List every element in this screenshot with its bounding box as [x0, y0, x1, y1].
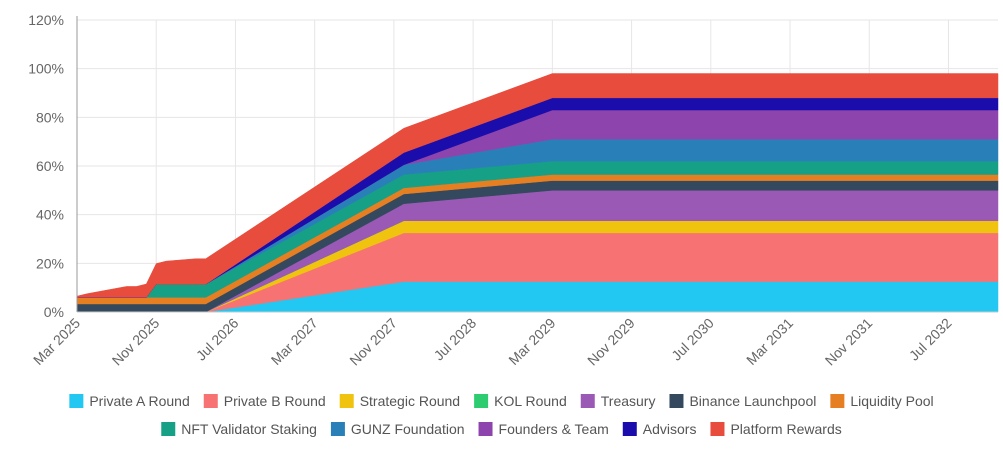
y-tick-label: 100%: [28, 61, 64, 77]
legend-swatch: [330, 422, 345, 436]
legend-swatch: [478, 422, 493, 436]
legend-swatch: [161, 422, 176, 436]
legend-swatch: [669, 394, 684, 408]
legend-swatch: [474, 394, 489, 408]
legend-label: Liquidity Pool: [850, 393, 933, 409]
y-tick-label: 120%: [28, 12, 64, 28]
x-tick-label: Nov 2027: [346, 315, 400, 369]
legend-item-treasury[interactable]: Treasury: [580, 393, 656, 409]
x-tick-label: Mar 2031: [743, 315, 796, 368]
x-tick-label: Nov 2031: [822, 315, 876, 369]
x-axis-tick-labels: Mar 2025 Nov 2025 Jul 2026 Mar 2027 Nov 2027…: [30, 315, 955, 369]
x-tick-label: Mar 2027: [268, 315, 321, 368]
y-tick-label: 20%: [36, 255, 64, 271]
legend-item-kol-round[interactable]: KOL Round: [474, 393, 567, 409]
legend-item-strategic-round[interactable]: Strategic Round: [339, 393, 460, 409]
legend-item-platform-rewards[interactable]: Platform Rewards: [710, 421, 842, 437]
y-axis-tick-labels: 0% 20% 40% 60% 80% 100% 120%: [28, 12, 64, 320]
x-tick-label: Jul 2028: [431, 315, 480, 364]
legend-label: Private A Round: [89, 393, 189, 409]
legend-item-nft-validator-staking[interactable]: NFT Validator Staking: [161, 421, 317, 437]
x-tick-label: Nov 2025: [109, 315, 163, 369]
legend: Private A Round Private B Round Strategic …: [69, 393, 934, 437]
x-tick-label: Nov 2029: [584, 315, 638, 369]
legend-swatch: [830, 394, 845, 408]
y-tick-label: 0%: [44, 304, 64, 320]
legend-label: Private B Round: [224, 393, 326, 409]
legend-swatch: [339, 394, 354, 408]
legend-item-advisors[interactable]: Advisors: [622, 421, 697, 437]
x-tick-label: Jul 2030: [668, 315, 717, 364]
legend-label: Strategic Round: [360, 393, 460, 409]
x-tick-label: Mar 2025: [30, 315, 83, 368]
area-platform-rewards: [76, 73, 999, 298]
legend-swatch: [580, 394, 595, 408]
y-tick-label: 80%: [36, 109, 64, 125]
legend-label: NFT Validator Staking: [181, 421, 317, 437]
legend-label: KOL Round: [494, 393, 567, 409]
legend-label: Platform Rewards: [730, 421, 841, 437]
legend-item-gunz-foundation[interactable]: GUNZ Foundation: [330, 421, 465, 437]
legend-item-liquidity-pool[interactable]: Liquidity Pool: [830, 393, 934, 409]
legend-item-private-a-round[interactable]: Private A Round: [69, 393, 190, 409]
legend-swatch: [622, 422, 637, 436]
area-series: [76, 73, 999, 313]
x-tick-label: Jul 2026: [193, 315, 242, 364]
x-tick-label: Jul 2032: [906, 315, 955, 364]
legend-label: Treasury: [601, 393, 656, 409]
legend-swatch: [69, 394, 84, 408]
legend-swatch: [203, 394, 218, 408]
y-tick-label: 40%: [36, 207, 64, 223]
legend-label: GUNZ Foundation: [351, 421, 465, 437]
legend-label: Founders & Team: [499, 421, 609, 437]
legend-item-private-b-round[interactable]: Private B Round: [203, 393, 326, 409]
x-tick-label: Mar 2029: [505, 315, 558, 368]
legend-swatch: [710, 422, 725, 436]
axes: [76, 16, 998, 313]
legend-label: Advisors: [643, 421, 697, 437]
legend-label: Binance Launchpool: [689, 393, 816, 409]
legend-item-binance-launchpool[interactable]: Binance Launchpool: [669, 393, 816, 409]
y-tick-label: 60%: [36, 158, 64, 174]
legend-item-founders-team[interactable]: Founders & Team: [478, 421, 609, 437]
